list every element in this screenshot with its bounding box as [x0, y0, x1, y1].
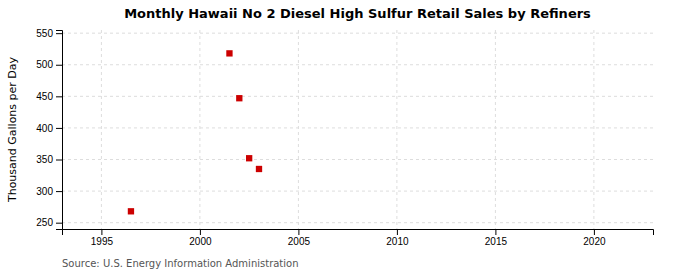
x-tick: 2010 [386, 229, 409, 247]
point [226, 50, 232, 56]
y-axis-title: Thousand Gallons per Day [6, 56, 19, 203]
grid-line-x [298, 30, 299, 229]
y-tick: 250 [36, 217, 62, 228]
x-tick-label: 2005 [288, 236, 311, 247]
y-tick-mark [56, 96, 62, 97]
x-axis-line [63, 230, 654, 236]
grid-line-y [62, 222, 653, 223]
y-tick: 300 [36, 186, 62, 197]
y-tick-label: 550 [36, 28, 53, 39]
y-tick: 500 [36, 59, 62, 70]
point [128, 208, 134, 214]
x-tick: 1995 [91, 229, 114, 247]
y-axis: 250 300 350 400 450 500 550 [36, 28, 62, 230]
title: Monthly Hawaii No 2 Diesel High Sulfur R… [124, 6, 591, 21]
y-tick-label: 450 [36, 91, 53, 102]
x-tick-label: 1995 [91, 236, 114, 247]
point [236, 95, 242, 101]
chart-container: 1995 2000 2005 2010 2015 2020 250 300 350 400 450 5… [0, 0, 675, 275]
y-tick-mark [56, 128, 62, 129]
y-tick-label: 500 [36, 59, 53, 70]
x-tick-label: 2000 [189, 236, 212, 247]
x-tick: 2000 [189, 229, 212, 247]
x-tick: 2015 [485, 229, 508, 247]
grid-line-x [396, 30, 397, 229]
x-tick-label: 2015 [485, 236, 508, 247]
y-tick-mark [56, 160, 62, 161]
source-note: Source: U.S. Energy Information Administ… [62, 258, 299, 269]
y-tick-label: 250 [36, 217, 53, 228]
y-tick: 450 [36, 91, 62, 102]
y-tick-mark [56, 33, 62, 34]
x-tick-mark [594, 229, 595, 235]
y-tick-label: 300 [36, 186, 53, 197]
x-tick-mark [397, 229, 398, 235]
y-tick: 400 [36, 123, 62, 134]
points [128, 50, 262, 214]
y-tick-mark [56, 223, 62, 224]
x-tick-label: 2020 [583, 236, 606, 247]
grid-line-x [101, 30, 102, 229]
grid-line-y [62, 96, 653, 97]
grid-line-y [62, 159, 653, 160]
grid-line-y [62, 33, 653, 34]
x-tick: 2020 [583, 229, 606, 247]
grid-line-x [495, 30, 496, 229]
point [246, 155, 252, 161]
grid [62, 30, 653, 229]
grid-line-x [593, 30, 594, 229]
x-tick-mark [101, 229, 102, 235]
x-tick: 2005 [288, 229, 311, 247]
x-tick-label: 2010 [386, 236, 409, 247]
x-tick-mark [495, 229, 496, 235]
y-tick: 550 [36, 28, 62, 39]
grid-line-y [62, 191, 653, 192]
x-tick-mark [200, 229, 201, 235]
chart-svg: 1995 2000 2005 2010 2015 2020 250 300 350 400 450 5… [0, 0, 675, 275]
y-axis-line [56, 31, 63, 230]
y-tick-label: 350 [36, 154, 53, 165]
point [256, 166, 262, 172]
y-tick-mark [56, 65, 62, 66]
y-tick-label: 400 [36, 123, 53, 134]
grid-line-y [62, 64, 653, 65]
plot-area: 1995 2000 2005 2010 2015 2020 250 300 350 400 450 5… [36, 28, 653, 247]
x-tick-mark [298, 229, 299, 235]
grid-line-y [62, 127, 653, 128]
x-axis: 1995 2000 2005 2010 2015 2020 [63, 229, 654, 247]
y-tick-mark [56, 191, 62, 192]
grid-line-x [199, 30, 200, 229]
y-tick: 350 [36, 154, 62, 165]
